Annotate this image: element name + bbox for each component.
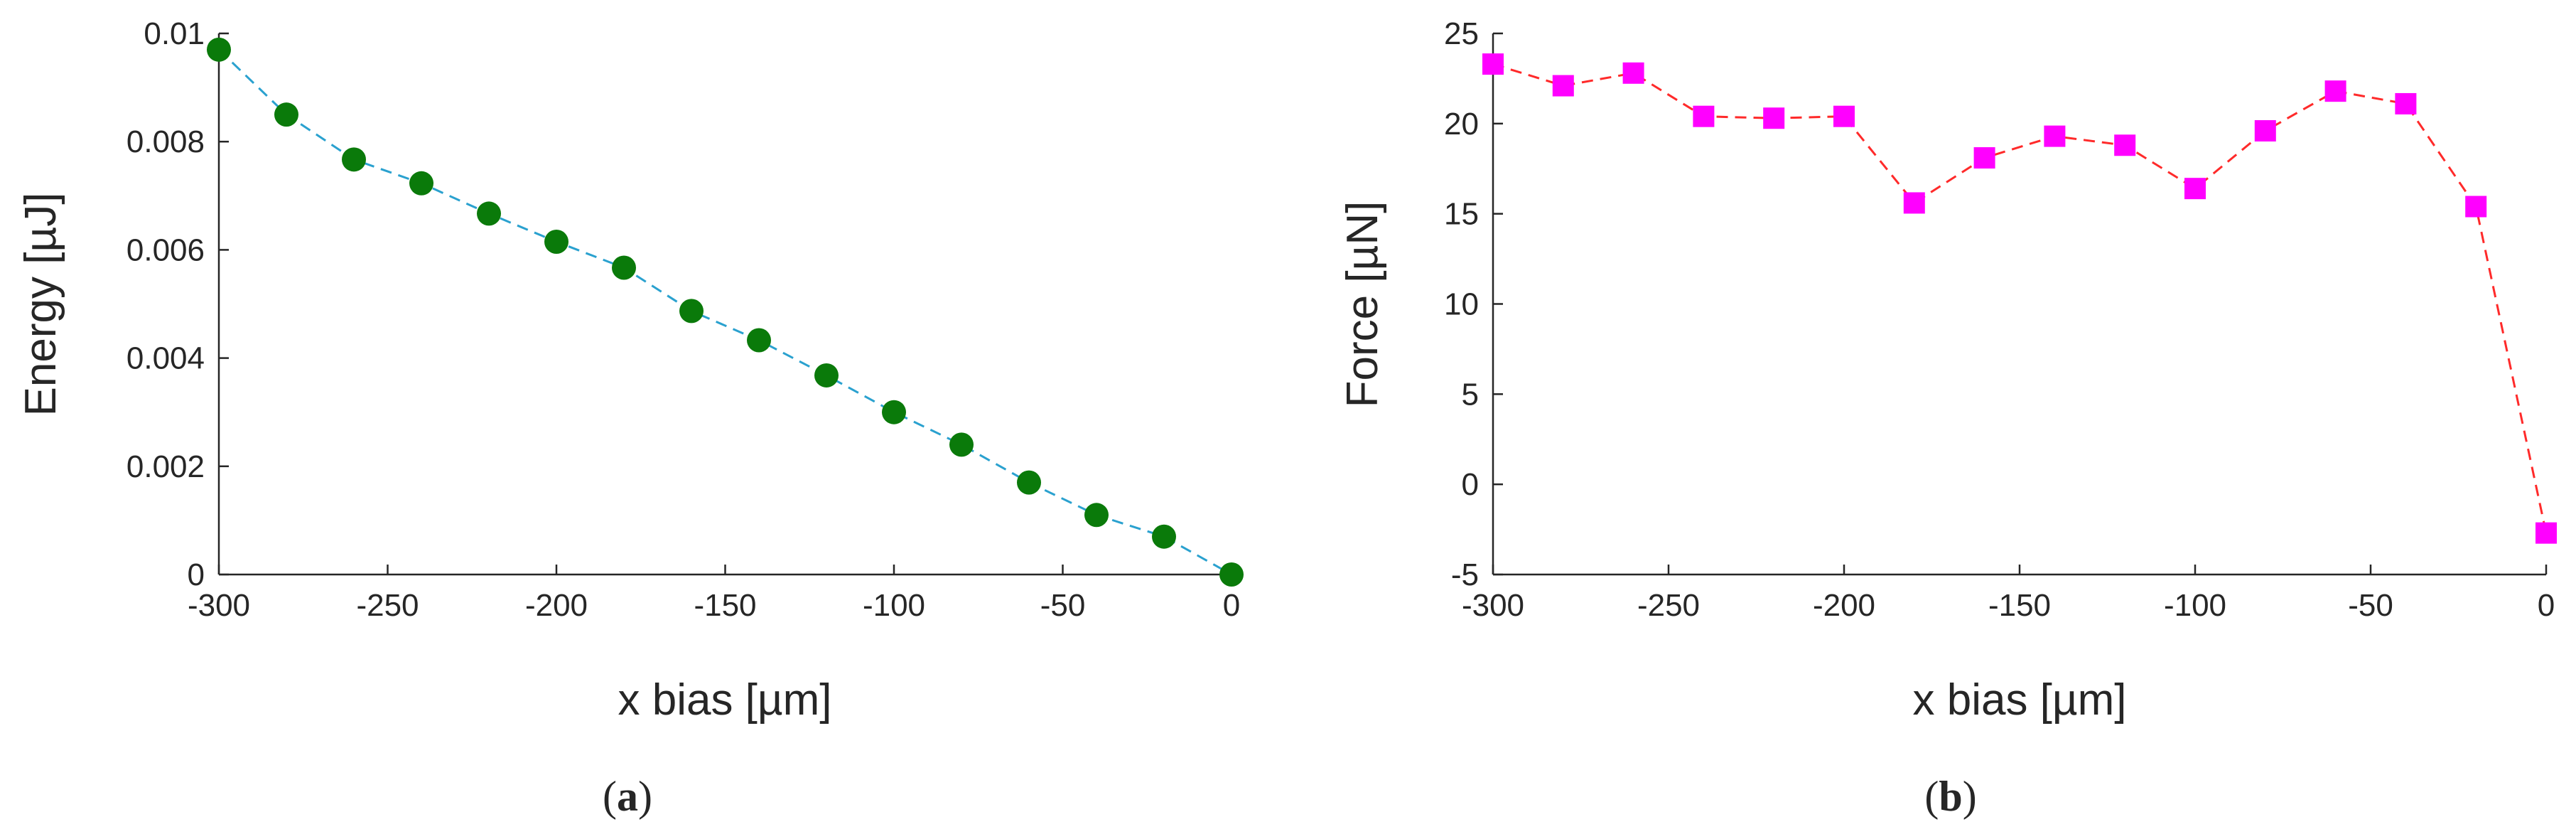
data-point xyxy=(1219,562,1244,587)
data-point xyxy=(2114,134,2136,156)
data-point xyxy=(544,229,568,254)
series-line xyxy=(217,48,1232,576)
x-tick-label: -200 xyxy=(525,588,588,623)
x-tick-label: -100 xyxy=(863,588,925,623)
y-tick-label: 15 xyxy=(1444,197,1479,232)
data-point xyxy=(2254,119,2276,141)
data-point xyxy=(1833,105,1855,127)
y-tick-label: 0.002 xyxy=(126,449,205,484)
y-tick-label: 0 xyxy=(1462,467,1479,502)
panel-label-letter: b xyxy=(1939,773,1962,820)
data-point xyxy=(2324,80,2346,102)
data-point xyxy=(1693,105,1715,127)
data-point xyxy=(1482,53,1504,75)
y-tick-label: 25 xyxy=(1444,16,1479,51)
x-tick-label: -100 xyxy=(2164,588,2226,623)
y-axis-title: Force [µN] xyxy=(1338,201,1387,408)
data-point xyxy=(1552,75,1574,97)
data-point xyxy=(747,328,771,353)
data-series xyxy=(207,37,1244,587)
x-tick-label: -300 xyxy=(1462,588,1524,623)
axes-frame xyxy=(217,33,1232,576)
data-point xyxy=(814,363,839,388)
y-tick-label: 20 xyxy=(1444,107,1479,141)
data-point xyxy=(612,255,636,280)
x-tick-label: -150 xyxy=(1988,588,2051,623)
data-point xyxy=(1763,107,1785,129)
x-tick-label: -200 xyxy=(1813,588,1875,623)
axes-frame xyxy=(1492,33,2546,576)
x-tick-label: -300 xyxy=(188,588,250,623)
data-point xyxy=(882,400,906,424)
y-tick-label: -5 xyxy=(1451,557,1479,592)
data-point xyxy=(949,432,974,457)
data-point xyxy=(342,147,366,172)
data-point xyxy=(1152,524,1176,549)
data-point xyxy=(2044,125,2066,147)
data-point xyxy=(2465,196,2487,218)
y-axis-title: Energy [µJ] xyxy=(16,193,65,417)
chart-panel-a: -300 -250 -200 -150 -100 -50 0 0 0.002 0.004 0.006… xyxy=(16,16,1244,820)
data-series xyxy=(1482,53,2557,544)
data-point xyxy=(1622,62,1644,84)
data-point xyxy=(1903,192,1925,214)
data-point xyxy=(2535,522,2557,544)
y-tick-label: 0.008 xyxy=(126,124,205,159)
x-axis-title: x bias [µm] xyxy=(618,675,831,725)
x-axis-title: x bias [µm] xyxy=(1912,675,2126,725)
panel-label: (a) xyxy=(603,773,652,820)
data-point xyxy=(2395,92,2417,114)
data-point xyxy=(274,102,298,127)
y-tick-label: 0 xyxy=(188,557,205,592)
y-tick-label: 0.006 xyxy=(126,233,205,267)
series-line xyxy=(1492,63,2548,534)
y-tick-label: 5 xyxy=(1462,377,1479,412)
data-point xyxy=(409,171,433,196)
y-tick-label: 10 xyxy=(1444,287,1479,322)
panel-label: (b) xyxy=(1924,773,1976,820)
x-tick-label: 0 xyxy=(2538,588,2555,623)
x-tick-label: -250 xyxy=(356,588,419,623)
data-point xyxy=(207,37,231,62)
x-tick-label: -50 xyxy=(1040,588,1086,623)
x-tick-label: -50 xyxy=(2348,588,2393,623)
data-point xyxy=(679,299,704,324)
y-tick-label: 0.01 xyxy=(144,16,205,51)
data-point xyxy=(477,201,501,226)
data-point xyxy=(2184,178,2206,200)
axis-ticks: -300 -250 -200 -150 -100 -50 0 0 0.002 0.004 0.006… xyxy=(126,16,1240,623)
x-tick-label: -250 xyxy=(1637,588,1700,623)
data-point xyxy=(1017,470,1041,495)
x-tick-label: 0 xyxy=(1223,588,1240,623)
y-tick-label: 0.004 xyxy=(126,341,205,376)
x-tick-label: -150 xyxy=(694,588,756,623)
panel-label-letter: a xyxy=(617,773,638,820)
data-point xyxy=(1084,503,1109,528)
data-point xyxy=(1973,147,1995,169)
